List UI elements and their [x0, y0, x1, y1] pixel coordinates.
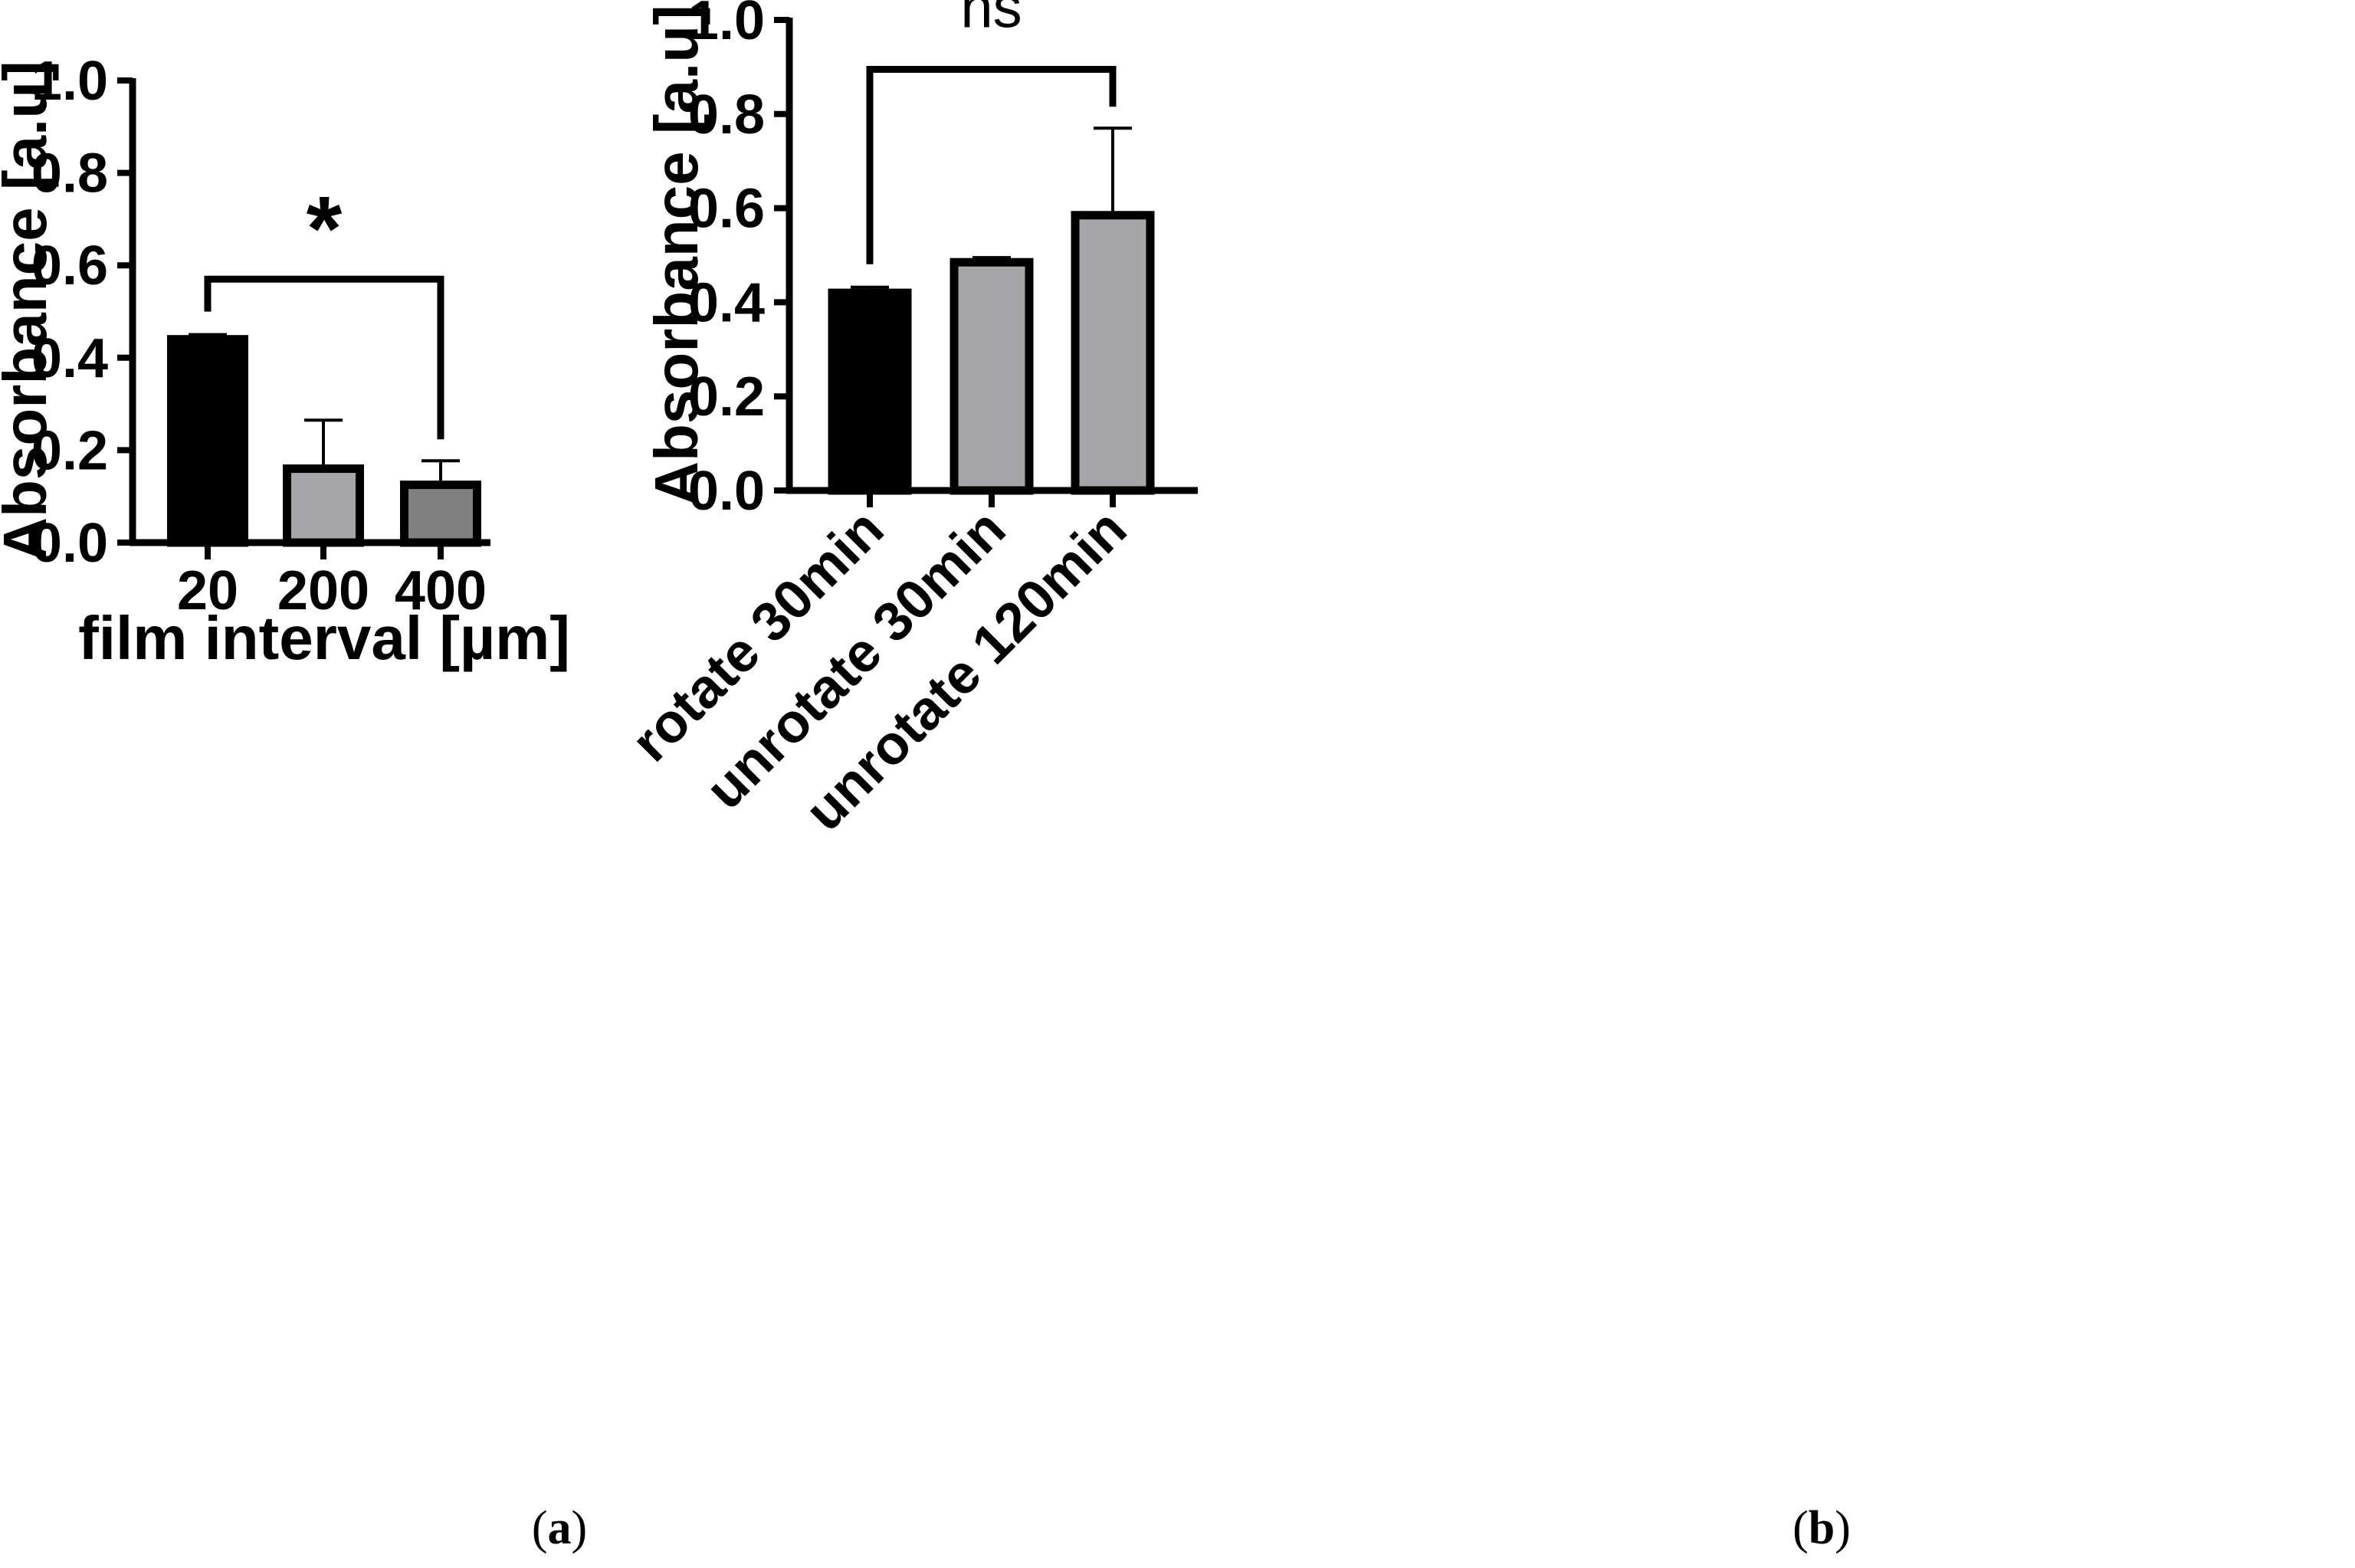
bar-1	[950, 258, 1034, 495]
y-tick-label: 0.4	[31, 328, 108, 389]
y-tick-label: 0.6	[688, 179, 765, 240]
panel-label-a: (a)	[532, 1502, 587, 1554]
y-tick-label: 0.2	[31, 420, 108, 481]
panel-label-b: (b)	[1792, 1502, 1851, 1554]
y-tick-label: 0.0	[688, 461, 765, 522]
bar-2	[400, 481, 481, 547]
y-tick-label: 0.8	[688, 84, 765, 146]
y-tick-label: 0.8	[31, 143, 108, 205]
bar-1	[283, 464, 364, 547]
y-tick-label: 0.4	[688, 272, 765, 333]
significance-bracket	[204, 275, 444, 440]
bar-0	[828, 288, 912, 495]
significance-label: ns	[960, 0, 1022, 40]
y-axis-title: Absorbance [a.u]	[642, 5, 710, 505]
x-tick-label: 400	[395, 560, 487, 622]
y-tick-label: 1.0	[688, 0, 765, 51]
x-tick-label: 200	[277, 560, 369, 622]
y-tick-label: 0.0	[31, 513, 108, 574]
bar-0	[167, 335, 248, 547]
x-tick-label: 20	[177, 560, 238, 622]
bar-2	[1071, 211, 1155, 495]
x-axis-title: film interval [µm]	[78, 604, 570, 672]
y-tick-label: 0.2	[688, 366, 765, 428]
y-axis-title: Absorbance [a.u]	[0, 61, 59, 561]
significance-label: *	[307, 177, 343, 280]
y-tick-label: 1.0	[31, 51, 108, 112]
y-tick-label: 0.6	[31, 235, 108, 297]
significance-bracket	[866, 65, 1117, 264]
